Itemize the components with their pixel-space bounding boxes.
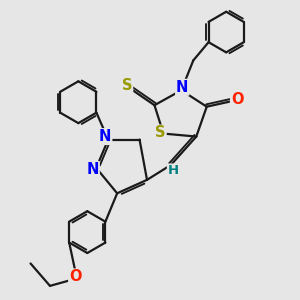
Text: N: N xyxy=(86,162,99,177)
Text: S: S xyxy=(122,78,132,93)
Text: H: H xyxy=(168,164,179,177)
Text: O: O xyxy=(69,269,82,284)
Text: N: N xyxy=(99,129,111,144)
Text: N: N xyxy=(176,80,188,95)
Text: O: O xyxy=(231,92,243,107)
Text: S: S xyxy=(155,125,166,140)
